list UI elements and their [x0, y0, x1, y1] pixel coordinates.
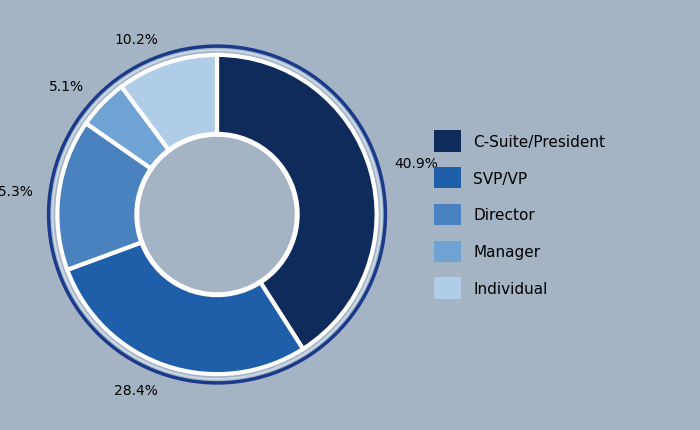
Legend: C-Suite/President, SVP/VP, Director, Manager, Individual: C-Suite/President, SVP/VP, Director, Man… — [428, 125, 612, 305]
Wedge shape — [57, 124, 151, 270]
Text: 40.9%: 40.9% — [395, 156, 439, 170]
Text: 15.3%: 15.3% — [0, 184, 34, 199]
Text: 28.4%: 28.4% — [114, 383, 158, 397]
Wedge shape — [217, 56, 377, 349]
Wedge shape — [86, 87, 169, 169]
Wedge shape — [122, 56, 217, 151]
Wedge shape — [67, 243, 303, 374]
Text: 10.2%: 10.2% — [115, 33, 159, 47]
Text: 5.1%: 5.1% — [49, 80, 84, 94]
